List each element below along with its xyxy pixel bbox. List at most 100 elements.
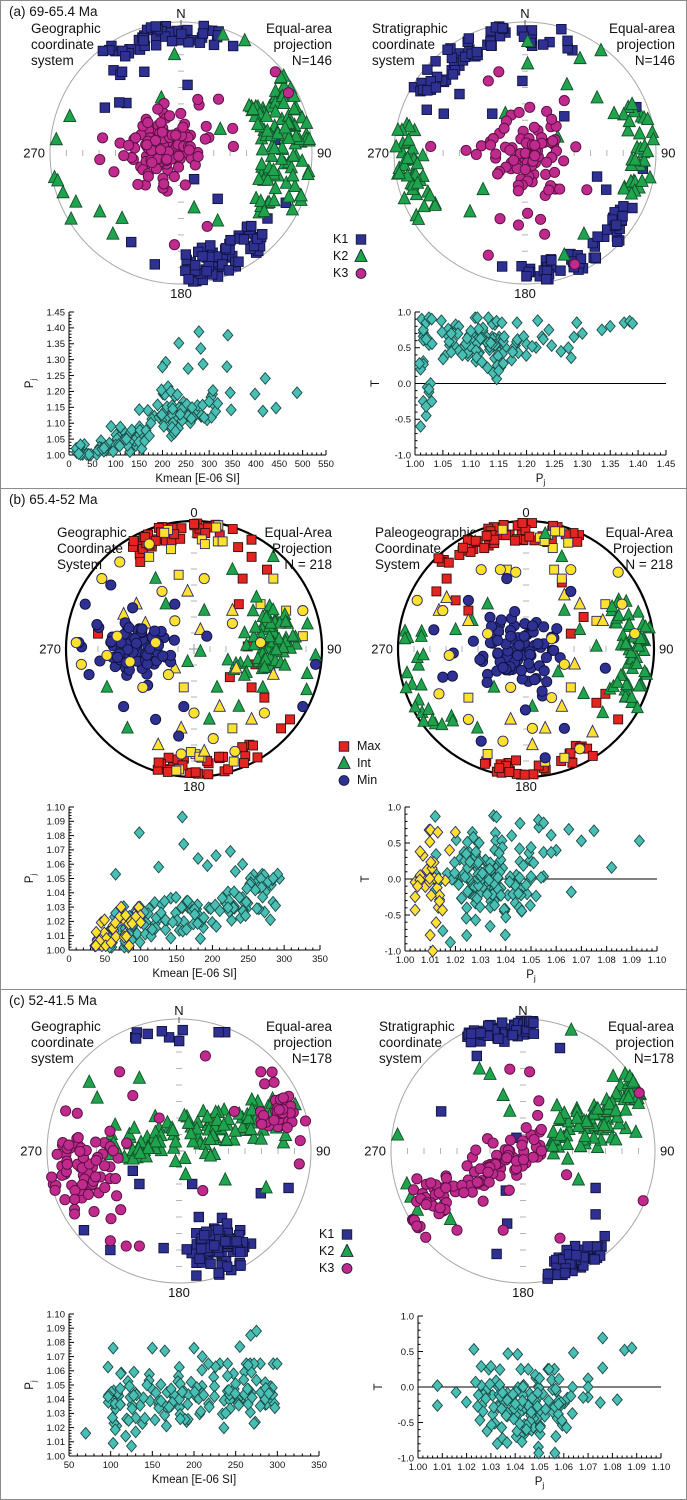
stereonet-b-geographic: 0 90 180 270	[39, 505, 341, 794]
svg-text:1.03: 1.03	[471, 955, 490, 966]
svg-text:1.03: 1.03	[47, 902, 66, 913]
svg-text:270: 270	[23, 146, 45, 161]
square-icon	[342, 1229, 353, 1240]
svg-text:Kmean [E-06 SI]: Kmean [E-06 SI]	[152, 968, 236, 980]
square-icon	[356, 234, 367, 245]
svg-text:550: 550	[318, 459, 334, 470]
series-K3	[94, 66, 294, 251]
svg-text:0.5: 0.5	[401, 1347, 414, 1358]
svg-text:1.15: 1.15	[47, 403, 66, 414]
series-sites	[80, 1324, 283, 1453]
legend-label: Int	[357, 756, 371, 770]
svg-text:Pj: Pj	[24, 874, 38, 884]
plot-b-pj-kmean: 0 50 100 150 200 250 300 350 1.00 1.01 1.02 1.03 1.0…	[24, 802, 328, 980]
svg-text:1.0: 1.0	[401, 1311, 414, 1322]
svg-text:1.30: 1.30	[573, 459, 592, 470]
svg-text:1.10: 1.10	[462, 459, 481, 470]
svg-text:270: 270	[364, 1144, 386, 1159]
svg-text:250: 250	[240, 954, 256, 965]
legend-item-k1: K1	[319, 1227, 354, 1241]
svg-text:1.01: 1.01	[47, 1437, 66, 1448]
svg-text:1.05: 1.05	[47, 874, 66, 885]
svg-text:1.07: 1.07	[579, 1462, 598, 1473]
panel-a-left-title: Geographic coordinate system	[31, 21, 101, 68]
svg-text:90: 90	[327, 642, 341, 657]
panel-a-right-projection: Equal-area projection N=146	[608, 21, 675, 68]
svg-text:1.0: 1.0	[398, 307, 411, 318]
plot-c-t-pj: 1.00 1.01 1.02 1.03 1.04 1.05 1.06 1.07 1.08 1.09…	[373, 1311, 670, 1490]
svg-text:1.05: 1.05	[47, 1380, 66, 1391]
svg-text:-0.5: -0.5	[385, 910, 401, 921]
svg-text:1.06: 1.06	[547, 955, 566, 966]
svg-text:1.03: 1.03	[47, 1409, 66, 1420]
svg-text:200: 200	[204, 954, 220, 965]
svg-text:90: 90	[317, 146, 331, 161]
series-K1	[408, 21, 649, 285]
svg-text:1.40: 1.40	[47, 323, 66, 334]
legend-c: K1 K2 K3	[319, 1227, 355, 1275]
svg-text:350: 350	[225, 459, 241, 470]
legend-item-k2: K2	[319, 1244, 355, 1258]
svg-text:100: 100	[103, 1460, 119, 1471]
series-K1	[78, 1024, 294, 1281]
svg-text:300: 300	[276, 954, 292, 965]
legend-label: K1	[319, 1227, 335, 1241]
svg-text:250: 250	[228, 1460, 244, 1471]
triangle-icon	[340, 1244, 355, 1257]
svg-text:150: 150	[144, 1460, 160, 1471]
svg-text:270: 270	[39, 642, 61, 657]
svg-text:1.20: 1.20	[517, 459, 536, 470]
svg-text:1.06: 1.06	[47, 860, 66, 871]
legend-b: Max Int Min	[337, 739, 381, 787]
svg-text:0.0: 0.0	[398, 379, 411, 390]
svg-text:N: N	[518, 1003, 527, 1018]
legend-item-k3: K3	[333, 266, 368, 280]
panel-divider-bc	[1, 989, 686, 990]
svg-text:1.09: 1.09	[47, 1324, 66, 1335]
svg-text:180: 180	[512, 1285, 534, 1300]
svg-text:180: 180	[168, 1285, 190, 1300]
triangle-icon	[354, 249, 369, 262]
series-sites	[104, 810, 286, 954]
svg-text:1.02: 1.02	[47, 1423, 66, 1434]
svg-text:500: 500	[295, 459, 311, 470]
svg-text:1.09: 1.09	[47, 817, 66, 828]
legend-item-max: Max	[337, 739, 381, 753]
panel-b-label: (b) 65.4-52 Ma	[9, 492, 98, 507]
svg-text:1.30: 1.30	[47, 355, 66, 366]
series-sites	[413, 311, 639, 433]
svg-text:1.00: 1.00	[409, 1462, 428, 1473]
svg-text:Kmean [E-06 SI]: Kmean [E-06 SI]	[155, 473, 239, 485]
series-K3	[46, 1050, 312, 1252]
panel-c-left-title: Geographic coordinate system	[31, 1019, 101, 1066]
series-K1	[435, 1015, 610, 1284]
legend-label: K1	[333, 232, 349, 246]
svg-text:Pj: Pj	[24, 1380, 38, 1390]
svg-text:1.01: 1.01	[47, 931, 66, 942]
svg-text:180: 180	[515, 779, 537, 794]
series-sites	[70, 325, 303, 461]
panel-c-left-projection: Equal-area projection N=178	[265, 1019, 332, 1066]
legend-item-k2: K2	[333, 249, 369, 263]
svg-text:1.0: 1.0	[388, 802, 401, 813]
svg-text:1.06: 1.06	[47, 1366, 66, 1377]
svg-text:1.08: 1.08	[603, 1462, 622, 1473]
svg-text:T: T	[370, 380, 382, 387]
svg-text:1.02: 1.02	[446, 955, 465, 966]
svg-text:1.05: 1.05	[47, 434, 66, 445]
svg-text:1.08: 1.08	[47, 831, 66, 842]
svg-text:Kmean [E-06 SI]: Kmean [E-06 SI]	[152, 1474, 236, 1486]
svg-text:1.03: 1.03	[482, 1462, 501, 1473]
svg-text:1.00: 1.00	[406, 459, 425, 470]
svg-text:270: 270	[367, 146, 389, 161]
svg-text:1.08: 1.08	[47, 1338, 66, 1349]
circle-icon	[338, 775, 350, 786]
svg-text:90: 90	[660, 1144, 674, 1159]
svg-text:1.45: 1.45	[47, 307, 66, 318]
series-Min	[73, 579, 322, 742]
svg-text:50: 50	[100, 954, 111, 965]
panel-a-right-title: Stratigraphic coordinate system	[372, 21, 448, 68]
svg-text:-0.5: -0.5	[398, 1418, 414, 1429]
svg-text:Pj: Pj	[24, 379, 38, 389]
